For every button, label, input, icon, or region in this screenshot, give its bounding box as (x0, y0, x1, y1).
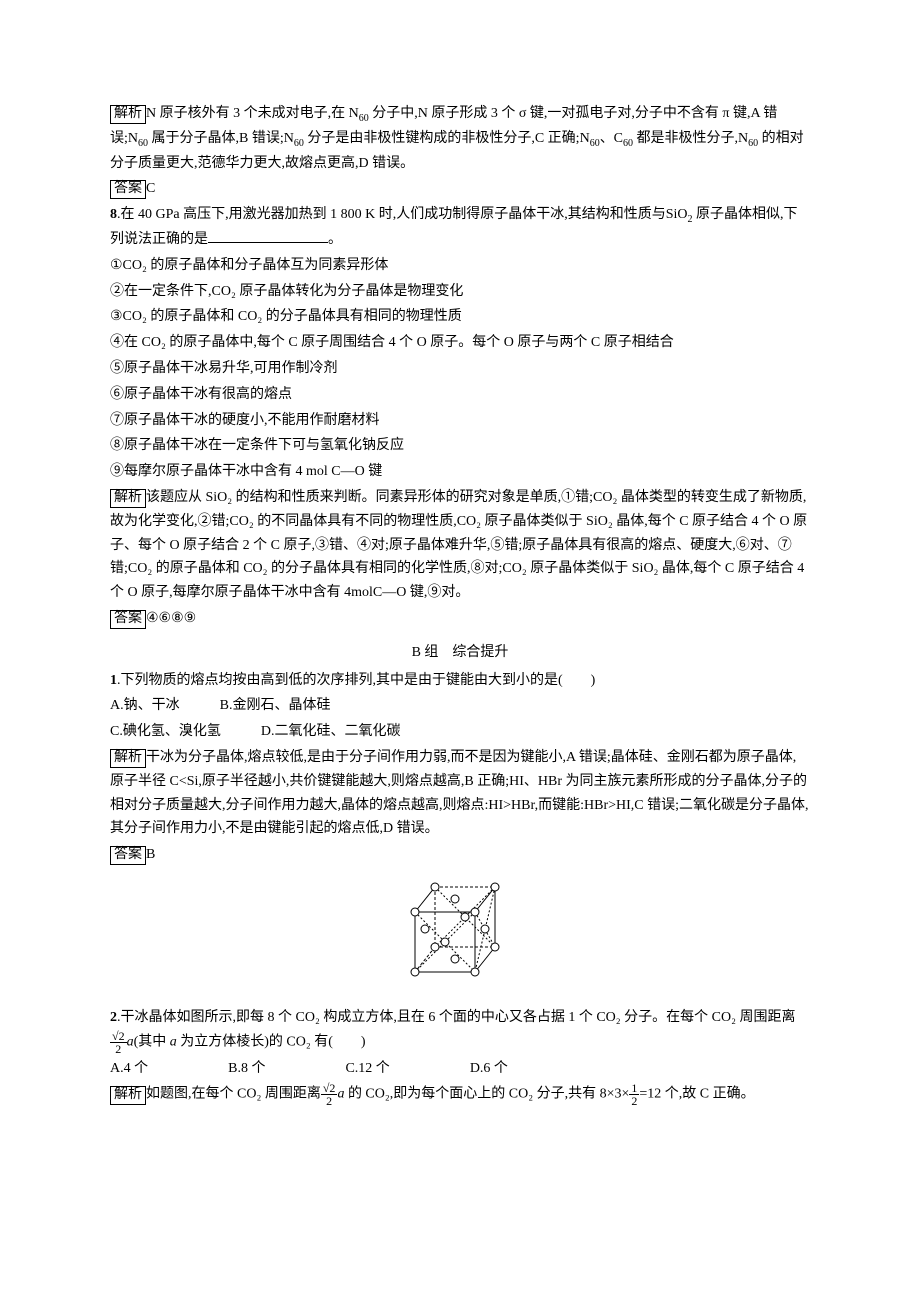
analysis-label: 解析 (110, 105, 146, 124)
q8-item: ②在一定条件下,CO₂ 原子晶体转化为分子晶体是物理变化 (110, 280, 810, 304)
fraction: 12 (629, 1082, 639, 1107)
q8-analysis-text: 该题应从 SiO₂ 的结构和性质来判断。同素异形体的研究对象是单质,①错;CO₂… (110, 490, 807, 600)
sub: 60 (138, 138, 148, 149)
q8-item: ⑨每摩尔原子晶体干冰中含有 4 mol C—O 键 (110, 460, 810, 484)
q7-text-6: 都是非极性分子,N (637, 131, 749, 146)
q8-answer: 答案④⑥⑧⑨ (110, 607, 810, 631)
b2-analysis-1: 如题图,在每个 CO₂ 周围距离 (146, 1087, 321, 1102)
b2-stem-3: 为立方体棱长)的 CO₂ 有( ) (177, 1034, 366, 1049)
sub: 60 (623, 138, 633, 149)
b2-stem: 2.干冰晶体如图所示,即每 8 个 CO₂ 构成立方体,且在 6 个面的中心又各… (110, 1006, 810, 1055)
b1-analysis-text: 干冰为分子晶体,熔点较低,是由于分子间作用力弱,而不是因为键能小,A 错误;晶体… (110, 750, 809, 836)
analysis-label: 解析 (110, 489, 146, 508)
b2-analysis-2: 的 CO₂,即为每个面心上的 CO₂ 分子,共有 8×3× (348, 1087, 629, 1102)
option-b: B.金刚石、晶体硅 (220, 694, 331, 718)
b1-options-row2: C.碘化氢、溴化氢 D.二氧化硅、二氧化碳 (110, 720, 810, 744)
b2-number: 2 (110, 1010, 117, 1025)
q8-item: ⑧原子晶体干冰在一定条件下可与氢氧化钠反应 (110, 434, 810, 458)
fraction: √22 (321, 1082, 338, 1107)
option-d: D.二氧化硅、二氧化碳 (261, 720, 401, 744)
q7-text-3: 属于分子晶体,B 错误;N (152, 131, 294, 146)
q8-item: ⑦原子晶体干冰的硬度小,不能用作耐磨材料 (110, 409, 810, 433)
q8-item: ⑤原子晶体干冰易升华,可用作制冷剂 (110, 357, 810, 381)
q7-analysis: 解析N 原子核外有 3 个未成对电子,在 N60 分子中,N 原子形成 3 个 … (110, 102, 810, 175)
var-a: a (337, 1087, 344, 1102)
b2-analysis-3: =12 个,故 C 正确。 (639, 1087, 754, 1102)
q8-number: 8 (110, 207, 117, 222)
b2-options: A.4 个 B.8 个 C.12 个 D.6 个 (110, 1057, 810, 1081)
option-a: A.4 个 (110, 1057, 148, 1081)
analysis-label: 解析 (110, 749, 146, 768)
q8-item: ④在 CO₂ 的原子晶体中,每个 C 原子周围结合 4 个 O 原子。每个 O … (110, 331, 810, 355)
cube-diagram (400, 877, 520, 987)
answer-label: 答案 (110, 610, 146, 629)
q7-text-1: N 原子核外有 3 个未成对电子,在 N (146, 106, 359, 121)
q7-answer-text: C (146, 181, 155, 196)
q8-stem-1: .在 40 GPa 高压下,用激光器加热到 1 800 K 时,人们成功制得原子… (117, 207, 688, 222)
cube-figure (110, 877, 810, 996)
sub: 60 (294, 138, 304, 149)
b1-answer: 答案B (110, 843, 810, 867)
b2-analysis: 解析如题图,在每个 CO₂ 周围距离√22a 的 CO₂,即为每个面心上的 CO… (110, 1082, 810, 1107)
q8-item: ①CO₂ 的原子晶体和分子晶体互为同素异形体 (110, 254, 810, 278)
b2-stem-2: (其中 (134, 1034, 170, 1049)
fraction: √22 (110, 1030, 127, 1055)
q7-text-4: 分子是由非极性键构成的非极性分子,C 正确;N (307, 131, 589, 146)
q8-item: ⑥原子晶体干冰有很高的熔点 (110, 383, 810, 407)
q8-item: ③CO₂ 的原子晶体和 CO₂ 的分子晶体具有相同的物理性质 (110, 305, 810, 329)
sub: 60 (359, 113, 369, 124)
option-c: C.12 个 (345, 1057, 389, 1081)
q7-text-5: 、C (600, 131, 623, 146)
b1-answer-text: B (146, 847, 155, 862)
b1-stem-text: .下列物质的熔点均按由高到低的次序排列,其中是由于键能由大到小的是( ) (117, 673, 595, 688)
analysis-label: 解析 (110, 1086, 146, 1105)
b2-stem-1: .干冰晶体如图所示,即每 8 个 CO₂ 构成立方体,且在 6 个面的中心又各占… (117, 1010, 796, 1025)
q7-answer: 答案C (110, 177, 810, 201)
b1-analysis: 解析干冰为分子晶体,熔点较低,是由于分子间作用力弱,而不是因为键能小,A 错误;… (110, 746, 810, 841)
q8-stem: 8.在 40 GPa 高压下,用激光器加热到 1 800 K 时,人们成功制得原… (110, 203, 810, 252)
b1-options-row1: A.钠、干冰 B.金刚石、晶体硅 (110, 694, 810, 718)
sub: 60 (748, 138, 758, 149)
answer-label: 答案 (110, 180, 146, 199)
sub: 2 (688, 214, 693, 225)
q8-analysis: 解析该题应从 SiO₂ 的结构和性质来判断。同素异形体的研究对象是单质,①错;C… (110, 486, 810, 605)
option-a: A.钠、干冰 (110, 694, 180, 718)
fill-blank (208, 229, 328, 243)
answer-label: 答案 (110, 846, 146, 865)
b1-stem: 1.下列物质的熔点均按由高到低的次序排列,其中是由于键能由大到小的是( ) (110, 669, 810, 693)
q8-stem-end: 。 (328, 232, 342, 247)
option-d: D.6 个 (470, 1057, 508, 1081)
option-c: C.碘化氢、溴化氢 (110, 720, 221, 744)
var-a: a (127, 1034, 134, 1049)
sub: 60 (590, 138, 600, 149)
option-b: B.8 个 (228, 1057, 265, 1081)
section-b-title: B 组 综合提升 (110, 641, 810, 665)
var-a: a (170, 1034, 177, 1049)
q8-answer-text: ④⑥⑧⑨ (146, 611, 196, 626)
b1-number: 1 (110, 673, 117, 688)
